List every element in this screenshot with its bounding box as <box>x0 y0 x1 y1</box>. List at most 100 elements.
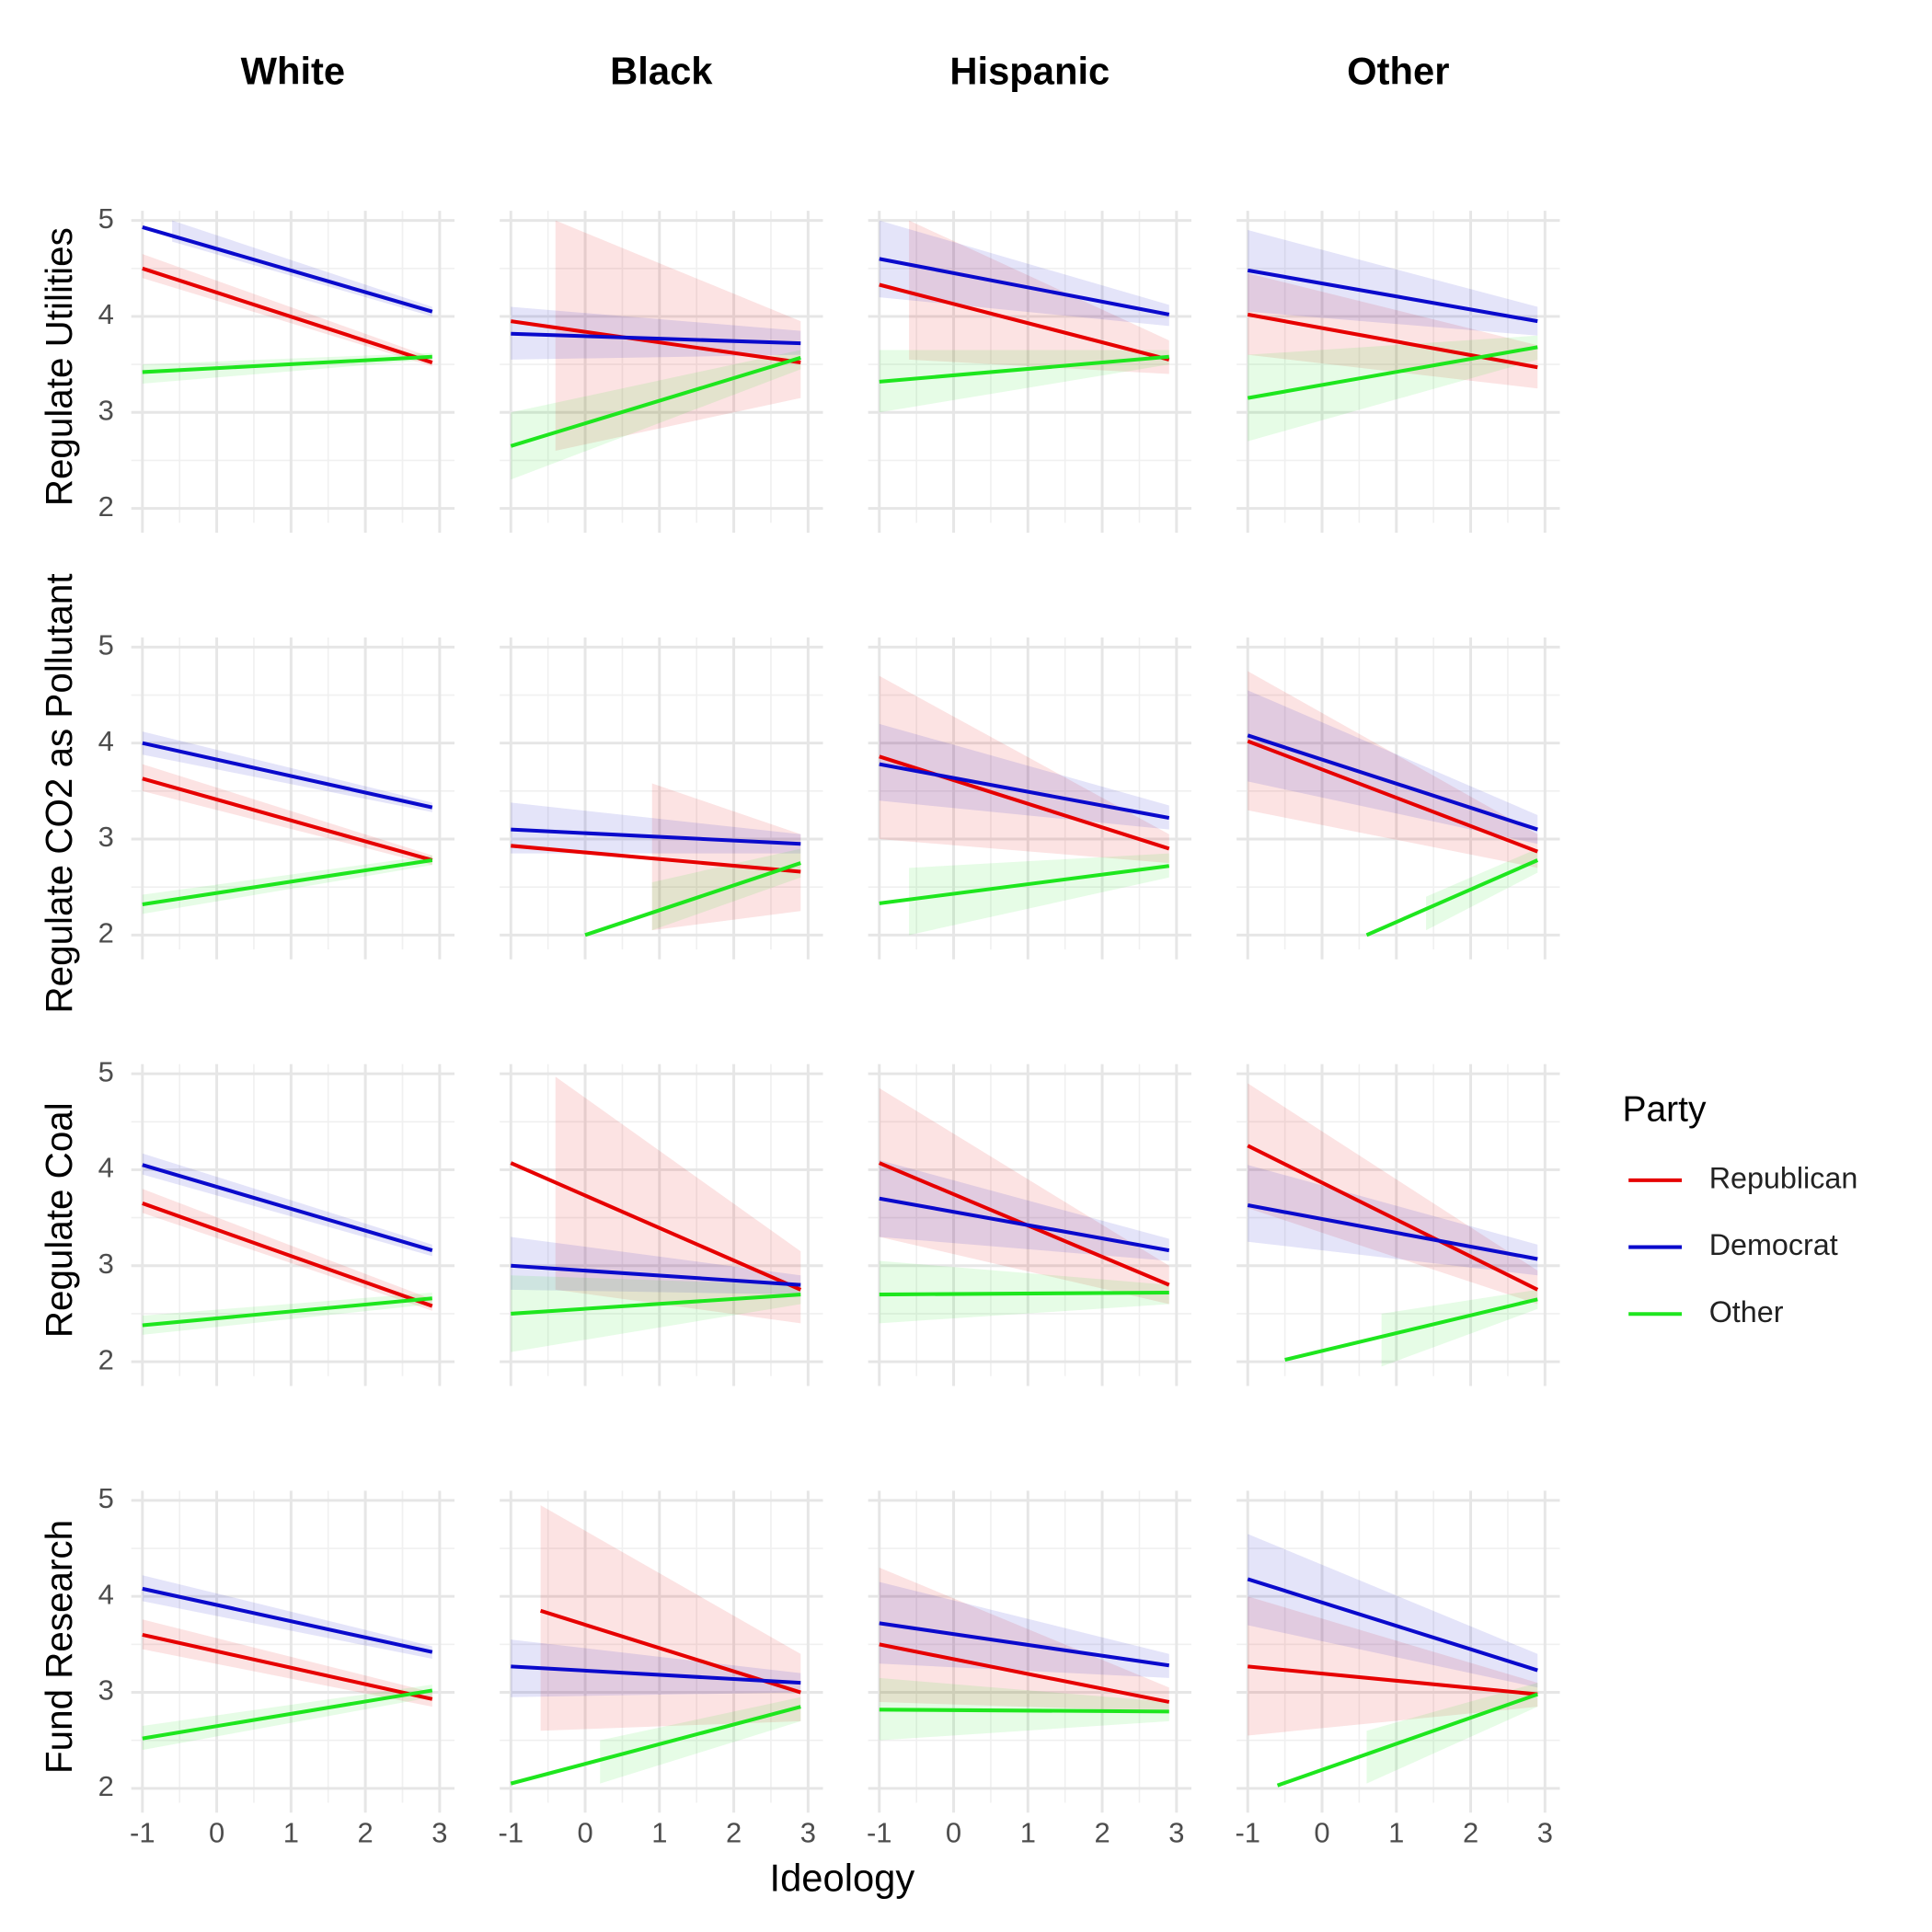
trend-line <box>1247 1577 1538 1673</box>
y-tick-label: 5 <box>98 629 114 661</box>
y-tick-label: 5 <box>98 202 114 235</box>
panel <box>1236 1064 1560 1386</box>
plot-area <box>879 1567 1170 1741</box>
x-tick-label: 2 <box>1094 1817 1110 1849</box>
trend-line <box>142 1688 433 1741</box>
x-tick-label: 3 <box>1537 1817 1553 1849</box>
x-tick-label: 2 <box>726 1817 742 1849</box>
trend-line <box>1365 858 1539 937</box>
y-tick-label: 3 <box>98 1674 114 1707</box>
y-tick-label: 2 <box>98 917 114 949</box>
plot-area <box>142 731 433 914</box>
trend-line <box>511 1263 801 1287</box>
trend-line <box>142 1632 433 1701</box>
y-tick-label: 3 <box>98 821 114 853</box>
confidence-band <box>879 350 1169 413</box>
row-title: Regulate Coal <box>38 1102 80 1338</box>
trend-line <box>879 257 1170 316</box>
x-tick-label: -1 <box>130 1817 155 1849</box>
trend-line <box>1247 1144 1539 1292</box>
trend-line <box>1247 739 1538 854</box>
confidence-band <box>540 1505 801 1731</box>
plot-area <box>1247 1083 1539 1367</box>
panel <box>868 1490 1191 1813</box>
y-tick-label: 3 <box>98 394 114 426</box>
trend-line <box>879 1642 1170 1704</box>
x-tick-label: -1 <box>499 1817 524 1849</box>
confidence-band <box>511 306 801 360</box>
plot-area <box>879 675 1170 936</box>
confidence-band <box>511 350 801 480</box>
x-tick-label: 0 <box>577 1817 592 1849</box>
x-tick-label: 0 <box>209 1817 224 1849</box>
trend-line <box>879 864 1170 905</box>
legend-title: Party <box>1622 1089 1707 1129</box>
plot-area <box>878 1087 1170 1324</box>
confidence-band <box>879 1087 1169 1305</box>
trend-line <box>511 1293 801 1316</box>
trend-line <box>879 1290 1169 1297</box>
x-tick-label: 1 <box>1020 1817 1036 1849</box>
y-tick-label: 4 <box>98 1578 114 1610</box>
row-title: Regulate Utilities <box>38 227 80 506</box>
plot-area <box>879 220 1170 413</box>
confidence-band <box>555 220 801 451</box>
panel <box>1236 211 1560 534</box>
confidence-band <box>1248 1596 1538 1736</box>
trend-line <box>142 266 433 364</box>
confidence-band <box>1381 1289 1538 1367</box>
column-title: White <box>241 50 346 93</box>
confidence-band <box>1248 1083 1538 1305</box>
x-tick-label: -1 <box>1235 1817 1260 1849</box>
panel <box>131 1064 455 1386</box>
plot-area <box>1247 671 1539 937</box>
confidence-band <box>909 220 1169 374</box>
y-tick-label: 5 <box>98 1055 114 1087</box>
x-tick-label: 0 <box>1314 1817 1329 1849</box>
plot-area <box>511 783 801 937</box>
column-title: Black <box>610 50 713 93</box>
confidence-band <box>511 1275 801 1352</box>
trend-line <box>511 844 801 874</box>
trend-line <box>142 857 433 906</box>
x-tick-label: -1 <box>867 1817 892 1849</box>
panel <box>500 1490 823 1813</box>
panel <box>500 211 823 534</box>
trend-line <box>142 224 433 314</box>
confidence-band <box>511 1639 801 1697</box>
trend-line <box>1276 1692 1538 1788</box>
y-tick-label: 5 <box>98 1482 114 1514</box>
y-tick-label: 4 <box>98 725 114 757</box>
y-tick-label: 3 <box>98 1248 114 1280</box>
panel <box>500 637 823 960</box>
trend-line <box>1247 312 1538 370</box>
trend-line <box>511 331 801 346</box>
x-tick-label: 2 <box>358 1817 374 1849</box>
y-tick-label: 2 <box>98 1343 114 1375</box>
trend-line <box>879 1196 1170 1253</box>
x-axis-title: Ideology <box>770 1857 915 1900</box>
confidence-band <box>1426 848 1538 931</box>
confidence-band <box>142 855 432 914</box>
x-tick-label: 1 <box>1388 1817 1404 1849</box>
trend-line <box>1247 733 1538 832</box>
panel <box>131 211 455 534</box>
x-tick-label: 0 <box>946 1817 961 1849</box>
confidence-band <box>1248 1165 1538 1276</box>
trend-line <box>142 776 433 862</box>
x-tick-label: 1 <box>651 1817 667 1849</box>
plot-area <box>1247 1534 1538 1788</box>
trend-line <box>1247 268 1538 324</box>
trend-line <box>879 1708 1169 1714</box>
plot-area <box>510 220 801 480</box>
trend-line <box>142 354 432 374</box>
panel <box>868 1064 1191 1386</box>
x-tick-label: 3 <box>431 1817 447 1849</box>
trend-line <box>584 861 801 937</box>
x-tick-label: 3 <box>1168 1817 1184 1849</box>
panel <box>131 637 455 960</box>
trend-line <box>510 355 801 448</box>
trend-line <box>879 354 1169 384</box>
panel <box>868 637 1191 960</box>
trend-line <box>511 1664 801 1685</box>
